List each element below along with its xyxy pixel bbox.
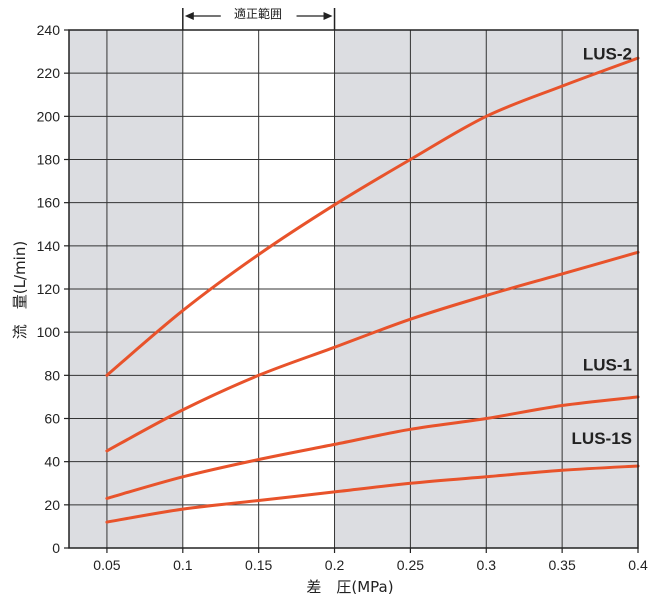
- x-tick-label: 0.35: [549, 557, 576, 573]
- x-tick-label: 0.2: [325, 557, 345, 573]
- series-lines: [105, 56, 640, 524]
- series-label-lus-2: LUS-2: [583, 45, 632, 64]
- y-tick-label: 20: [44, 497, 60, 513]
- x-tick-label: 0.4: [628, 557, 648, 573]
- y-tick-label: 240: [37, 22, 61, 38]
- range-arrow-left-head: [184, 12, 194, 20]
- y-tick-label: 220: [37, 65, 61, 81]
- y-tick-label: 0: [52, 540, 60, 556]
- y-tick-label: 200: [37, 108, 61, 124]
- optimum-range-label: 適正範囲: [234, 6, 282, 21]
- x-tick-label: 0.1: [173, 557, 193, 573]
- y-tick-label: 120: [37, 281, 61, 297]
- series-label-lus-1s: LUS-1S: [572, 429, 632, 448]
- y-tick-label: 60: [44, 411, 60, 427]
- x-tick-labels: 0.05 0.1 0.15 0.2 0.25 0.3 0.35 0.4: [93, 557, 648, 573]
- series-line-lus-1s: [105, 464, 640, 524]
- y-tick-label: 40: [44, 454, 60, 470]
- x-tick-label: 0.3: [477, 557, 497, 573]
- plot-frame: [64, 29, 639, 553]
- y-tick-label: 140: [37, 238, 61, 254]
- y-tick-label: 180: [37, 152, 61, 168]
- y-tick-label: 160: [37, 195, 61, 211]
- y-axis-title: 流 量(L/min): [11, 241, 29, 339]
- x-tick-label: 0.25: [397, 557, 424, 573]
- x-tick-label: 0.05: [93, 557, 120, 573]
- y-tick-label: 80: [44, 367, 60, 383]
- x-axis-title: 差 圧(MPa): [306, 578, 393, 596]
- y-tick-label: 100: [37, 324, 61, 340]
- series-line-lus-3: [105, 56, 640, 377]
- y-tick-labels: 0 20 40 60 80 100 120 140 160 180 200 220 240: [37, 22, 61, 556]
- series-line-lus-2: [105, 250, 640, 453]
- series-label-lus-1: LUS-1: [583, 356, 632, 375]
- optimum-range-annotation: 適正範囲: [182, 6, 336, 30]
- range-arrow-right-head: [323, 12, 333, 20]
- x-tick-label: 0.15: [245, 557, 272, 573]
- series-line-lus-1: [105, 395, 640, 500]
